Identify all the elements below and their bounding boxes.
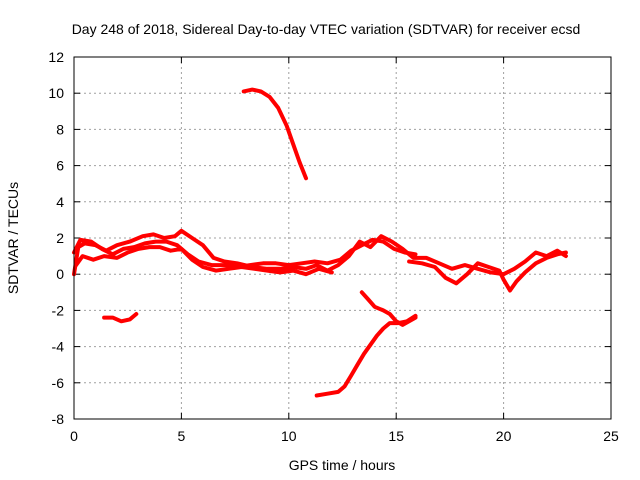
y-tick-label: -2	[52, 302, 65, 318]
grid	[74, 57, 611, 419]
plot-frame	[73, 56, 612, 420]
satellite-track-2	[72, 228, 568, 277]
y-tick-label: 0	[56, 266, 64, 282]
y-tick-label: -8	[52, 411, 65, 427]
y-tick-label: 6	[56, 158, 64, 174]
y-tick-label: 10	[48, 85, 64, 101]
y-tick-label: 8	[56, 121, 64, 137]
satellite-track-6	[241, 87, 308, 181]
satellite-track-7	[314, 313, 418, 398]
satellite-track-8	[359, 290, 418, 327]
satellite-track-4	[407, 250, 568, 293]
chart-title: Day 248 of 2018, Sidereal Day-to-day VTE…	[72, 21, 581, 37]
x-tick-label: 15	[388, 428, 404, 444]
y-tick-label: 2	[56, 230, 64, 246]
x-tick-label: 5	[178, 428, 186, 444]
y-tick-label: -4	[52, 339, 65, 355]
x-tick-label: 10	[281, 428, 297, 444]
y-axis-label: SDTVAR / TECUs	[5, 182, 21, 294]
ticks: 0 5 10 15 20 25 -8 -6 -4 -2 0 2 4 6 8 10 12	[48, 49, 619, 444]
series-layer	[72, 87, 568, 398]
y-tick-label: 4	[56, 194, 64, 210]
y-tick-label: 12	[48, 49, 64, 65]
x-tick-label: 0	[70, 428, 78, 444]
y-tick-label: -6	[52, 375, 65, 391]
x-axis-label: GPS time / hours	[289, 457, 396, 473]
x-tick-label: 25	[603, 428, 619, 444]
satellite-track-5	[102, 312, 139, 324]
x-tick-label: 20	[496, 428, 512, 444]
satellite-track-3	[74, 245, 334, 277]
